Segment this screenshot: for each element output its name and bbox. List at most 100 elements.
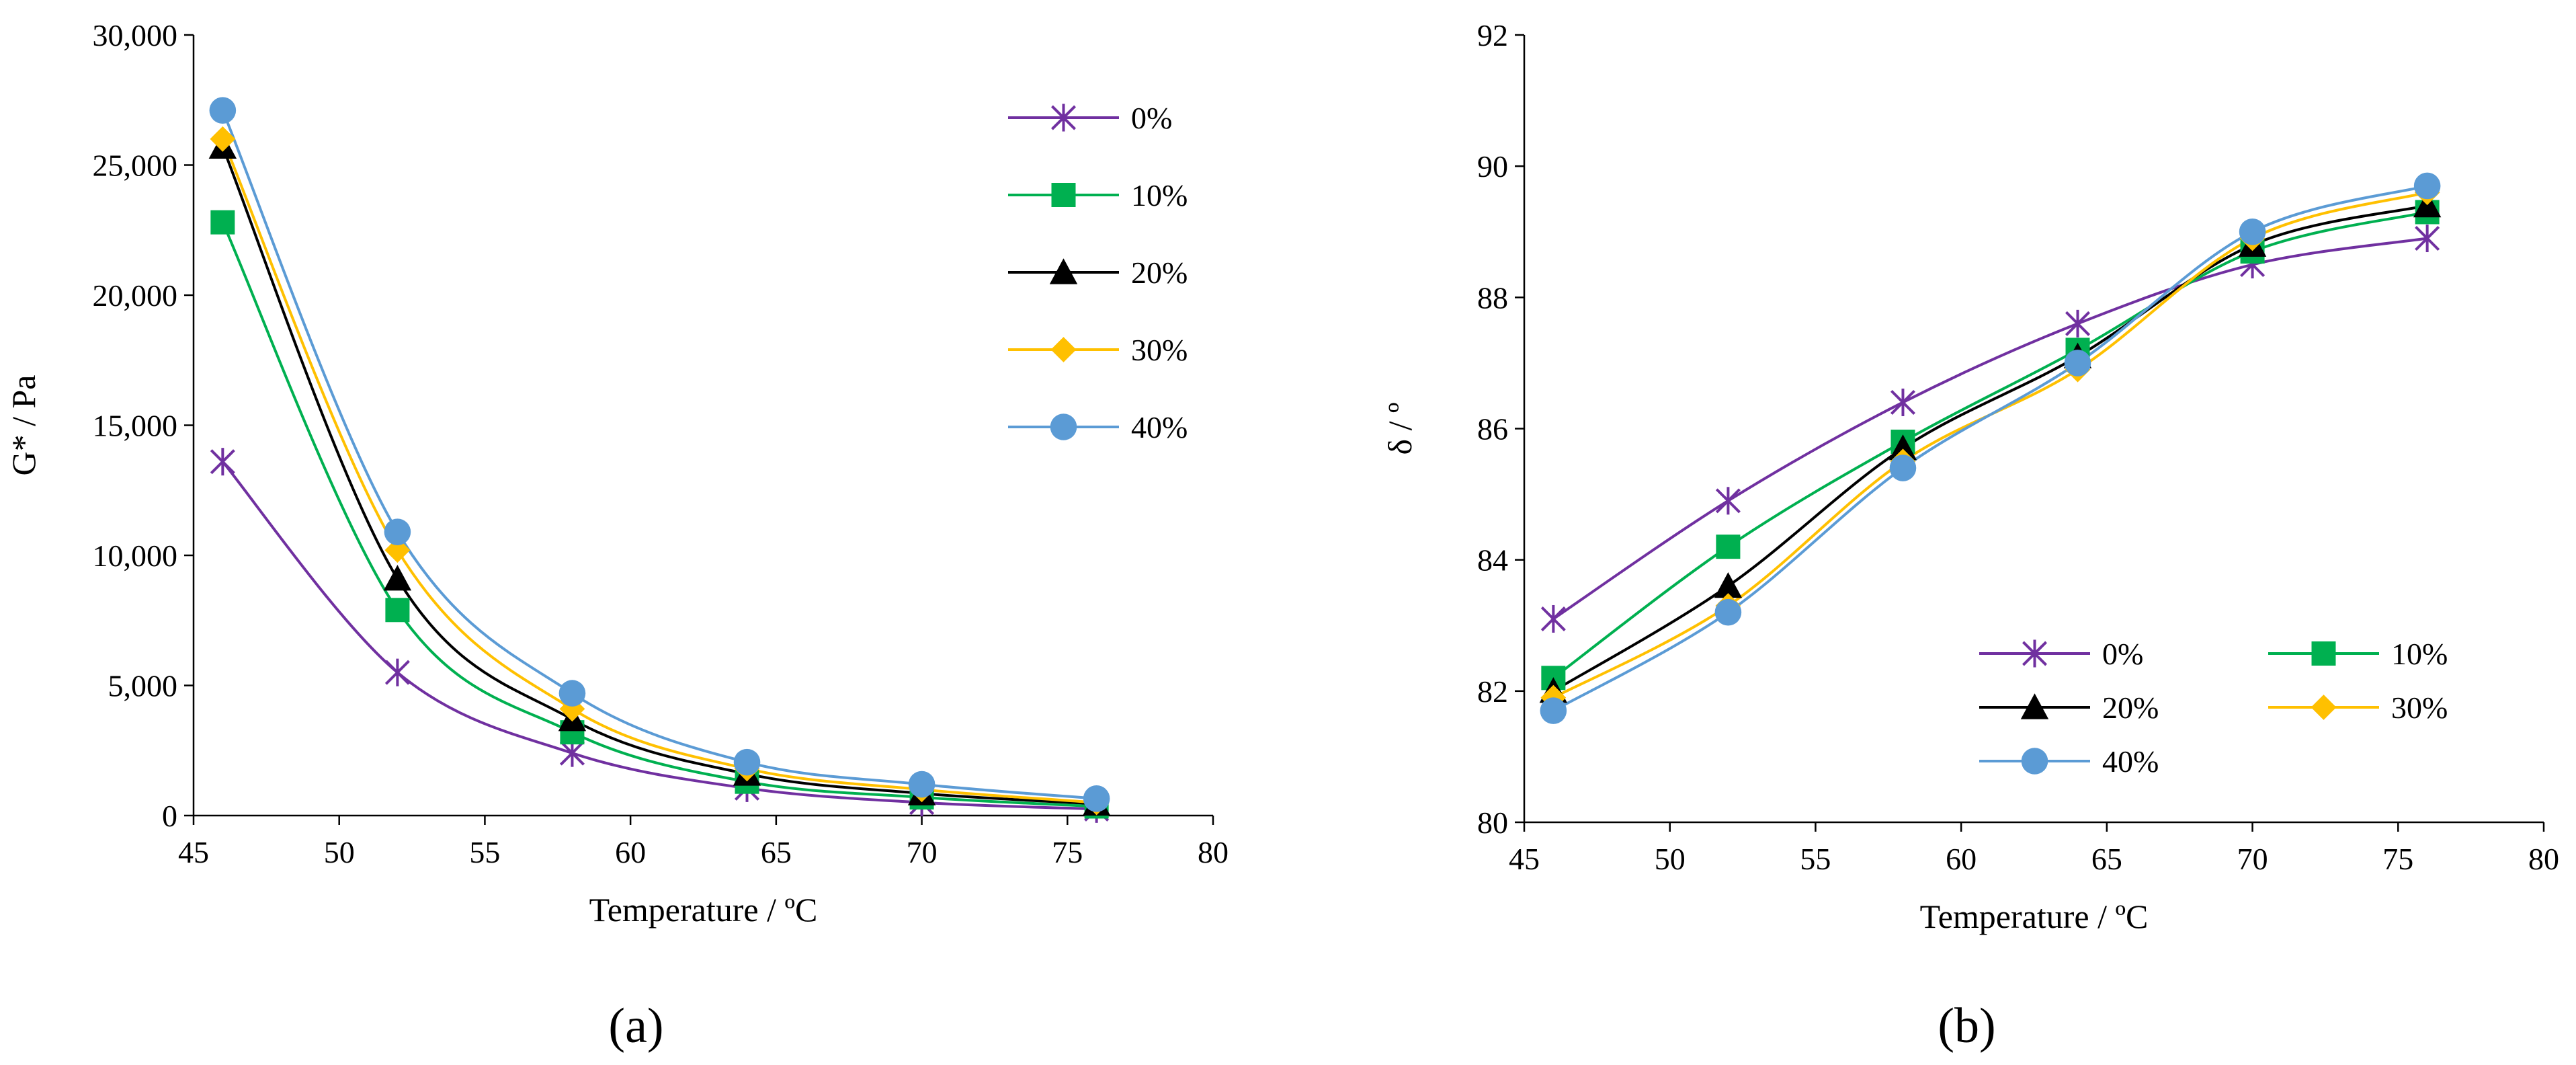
legend-marker <box>1050 413 1077 440</box>
x-tick-label: 65 <box>761 835 792 869</box>
legend-item: 10% <box>2268 637 2448 671</box>
legend-item: 30% <box>1008 333 1188 367</box>
data-point-30% <box>384 537 411 563</box>
y-tick-label: 20,000 <box>93 278 178 313</box>
data-point-40% <box>908 771 936 798</box>
y-tick-label: 92 <box>1477 18 1508 52</box>
series-line-20% <box>1552 204 2428 693</box>
data-point-40% <box>1889 455 1917 481</box>
x-tick-label: 45 <box>1509 842 1540 876</box>
legend-label: 30% <box>2391 691 2448 725</box>
data-point-40% <box>2239 218 2266 245</box>
data-point-40% <box>1540 697 1567 724</box>
series-line-40% <box>221 110 1097 800</box>
legend-item: 40% <box>1008 410 1188 444</box>
legend-label: 10% <box>1131 178 1188 212</box>
data-point-10% <box>1716 535 1741 559</box>
legend-marker <box>2022 639 2048 668</box>
data-point-30% <box>210 126 236 152</box>
series-line-30% <box>1552 191 2428 699</box>
x-axis-label: Temperature / ºC <box>589 891 818 929</box>
data-point-40% <box>1714 598 1742 626</box>
y-tick-label: 88 <box>1477 280 1508 315</box>
data-point-40% <box>2064 350 2091 377</box>
x-tick-label: 75 <box>2382 842 2413 876</box>
legend-label: 0% <box>1131 101 1172 135</box>
legend-item: 0% <box>1008 101 1172 135</box>
series-line-0% <box>221 461 1097 811</box>
x-tick-label: 65 <box>2091 842 2122 876</box>
y-tick-label: 5,000 <box>108 669 178 703</box>
legend-marker <box>2021 748 2048 775</box>
legend-marker <box>1050 337 1077 362</box>
legend-marker <box>1049 258 1078 284</box>
data-point-0% <box>1890 388 1915 416</box>
y-tick-label: 82 <box>1477 674 1508 709</box>
legend-marker <box>2311 695 2337 720</box>
legend-label: 20% <box>1131 255 1188 290</box>
legend-item: 20% <box>1979 691 2159 725</box>
y-tick-label: 80 <box>1477 805 1508 840</box>
data-point-0% <box>384 658 410 686</box>
legend: 0% 10% 20% 30% 40% <box>1979 637 2448 779</box>
legend-label: 40% <box>2102 744 2159 779</box>
chart-a: 0 5,000 10,000 15,000 20,000 25,000 30,000 45 50… <box>5 18 1229 1054</box>
x-tick-label: 50 <box>324 835 355 869</box>
legend-item: 30% <box>2268 691 2448 725</box>
y-tick-label: 30,000 <box>93 18 178 52</box>
data-point-0% <box>210 448 235 476</box>
y-tick-label: 25,000 <box>93 149 178 183</box>
data-point-40% <box>733 748 761 776</box>
x-tick-label: 45 <box>178 835 209 869</box>
legend-marker <box>2311 641 2336 666</box>
x-tick-label: 50 <box>1655 842 1686 876</box>
legend-item: 20% <box>1008 255 1188 290</box>
data-point-0% <box>2065 309 2091 338</box>
legend-label: 10% <box>2391 637 2448 671</box>
legend-label: 20% <box>2102 691 2159 725</box>
data-point-0% <box>2415 224 2440 253</box>
data-point-10% <box>210 210 235 235</box>
data-point-40% <box>209 97 237 124</box>
panel-label: (a) <box>608 998 663 1054</box>
panel-label: (b) <box>1938 998 1995 1054</box>
legend-label: 0% <box>2102 637 2143 671</box>
y-tick-label: 90 <box>1477 149 1508 184</box>
data-point-40% <box>1083 785 1110 812</box>
series-line-10% <box>221 221 1097 808</box>
legend-item: 0% <box>1979 637 2143 671</box>
data-point-40% <box>384 518 411 545</box>
series-line-40% <box>1552 184 2428 712</box>
legend: 0% 10% 20% 30% 40% <box>1008 101 1188 444</box>
y-tick-label: 15,000 <box>93 409 178 443</box>
legend-item: 40% <box>1979 744 2159 779</box>
data-point-0% <box>1715 487 1741 515</box>
x-axis-label: Temperature / ºC <box>1920 898 2149 935</box>
x-tick-label: 70 <box>907 835 938 869</box>
legend-item: 10% <box>1008 178 1188 212</box>
x-tick-label: 80 <box>2528 842 2559 876</box>
x-tick-label: 75 <box>1052 835 1083 869</box>
data-point-20% <box>383 565 412 591</box>
legend-marker <box>1050 104 1077 132</box>
y-axis-label: δ / º <box>1381 403 1419 455</box>
legend-marker <box>2020 693 2049 719</box>
legend-marker <box>1051 183 1076 207</box>
y-tick-label: 0 <box>162 799 177 833</box>
data-point-40% <box>2413 172 2441 200</box>
x-tick-label: 60 <box>1946 842 1977 876</box>
y-tick-label: 84 <box>1477 543 1508 578</box>
data-point-0% <box>1540 604 1566 633</box>
data-point-40% <box>558 680 586 707</box>
x-tick-label: 80 <box>1198 835 1229 869</box>
legend-label: 40% <box>1131 410 1188 444</box>
data-point-10% <box>385 598 410 623</box>
chart-b: 80 82 84 86 88 90 92 45 50 55 60 65 70 75 80 Temperatur… <box>1381 18 2559 1054</box>
x-tick-label: 60 <box>615 835 646 869</box>
data-point-20% <box>1714 572 1743 598</box>
legend-label: 30% <box>1131 333 1188 367</box>
series-line-10% <box>1552 210 2428 679</box>
y-axis-label: G* / Pa <box>5 375 42 476</box>
x-tick-label: 55 <box>469 835 500 869</box>
